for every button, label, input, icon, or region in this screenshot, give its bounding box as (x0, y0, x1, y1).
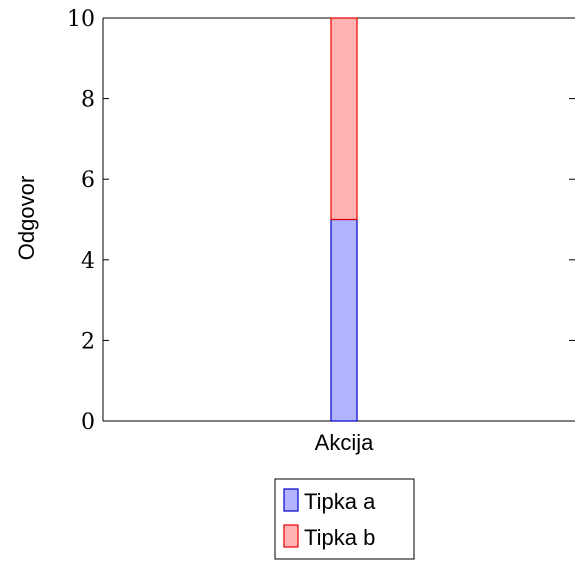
x-category-label: Akcija (315, 430, 374, 455)
bars (330, 17, 358, 422)
y-axis-ticks: 0 2 4 6 8 10 (67, 7, 575, 435)
legend: Tipka a Tipka b (274, 478, 415, 560)
legend-label: Tipka b (304, 525, 375, 550)
bar-segment-tipka-b (330, 17, 358, 221)
legend-swatch (283, 488, 299, 512)
y-tick-label: 2 (81, 329, 95, 354)
legend-label: Tipka a (304, 489, 376, 514)
y-tick-label: 10 (67, 7, 95, 32)
bar-segment-tipka-a (330, 218, 358, 422)
y-tick-label: 8 (81, 88, 95, 113)
y-tick-label: 4 (81, 249, 95, 274)
y-axis-label: Odgovor (14, 176, 39, 260)
y-tick-label: 0 (81, 410, 95, 435)
legend-swatch (283, 524, 299, 548)
y-tick-label: 6 (81, 168, 95, 193)
